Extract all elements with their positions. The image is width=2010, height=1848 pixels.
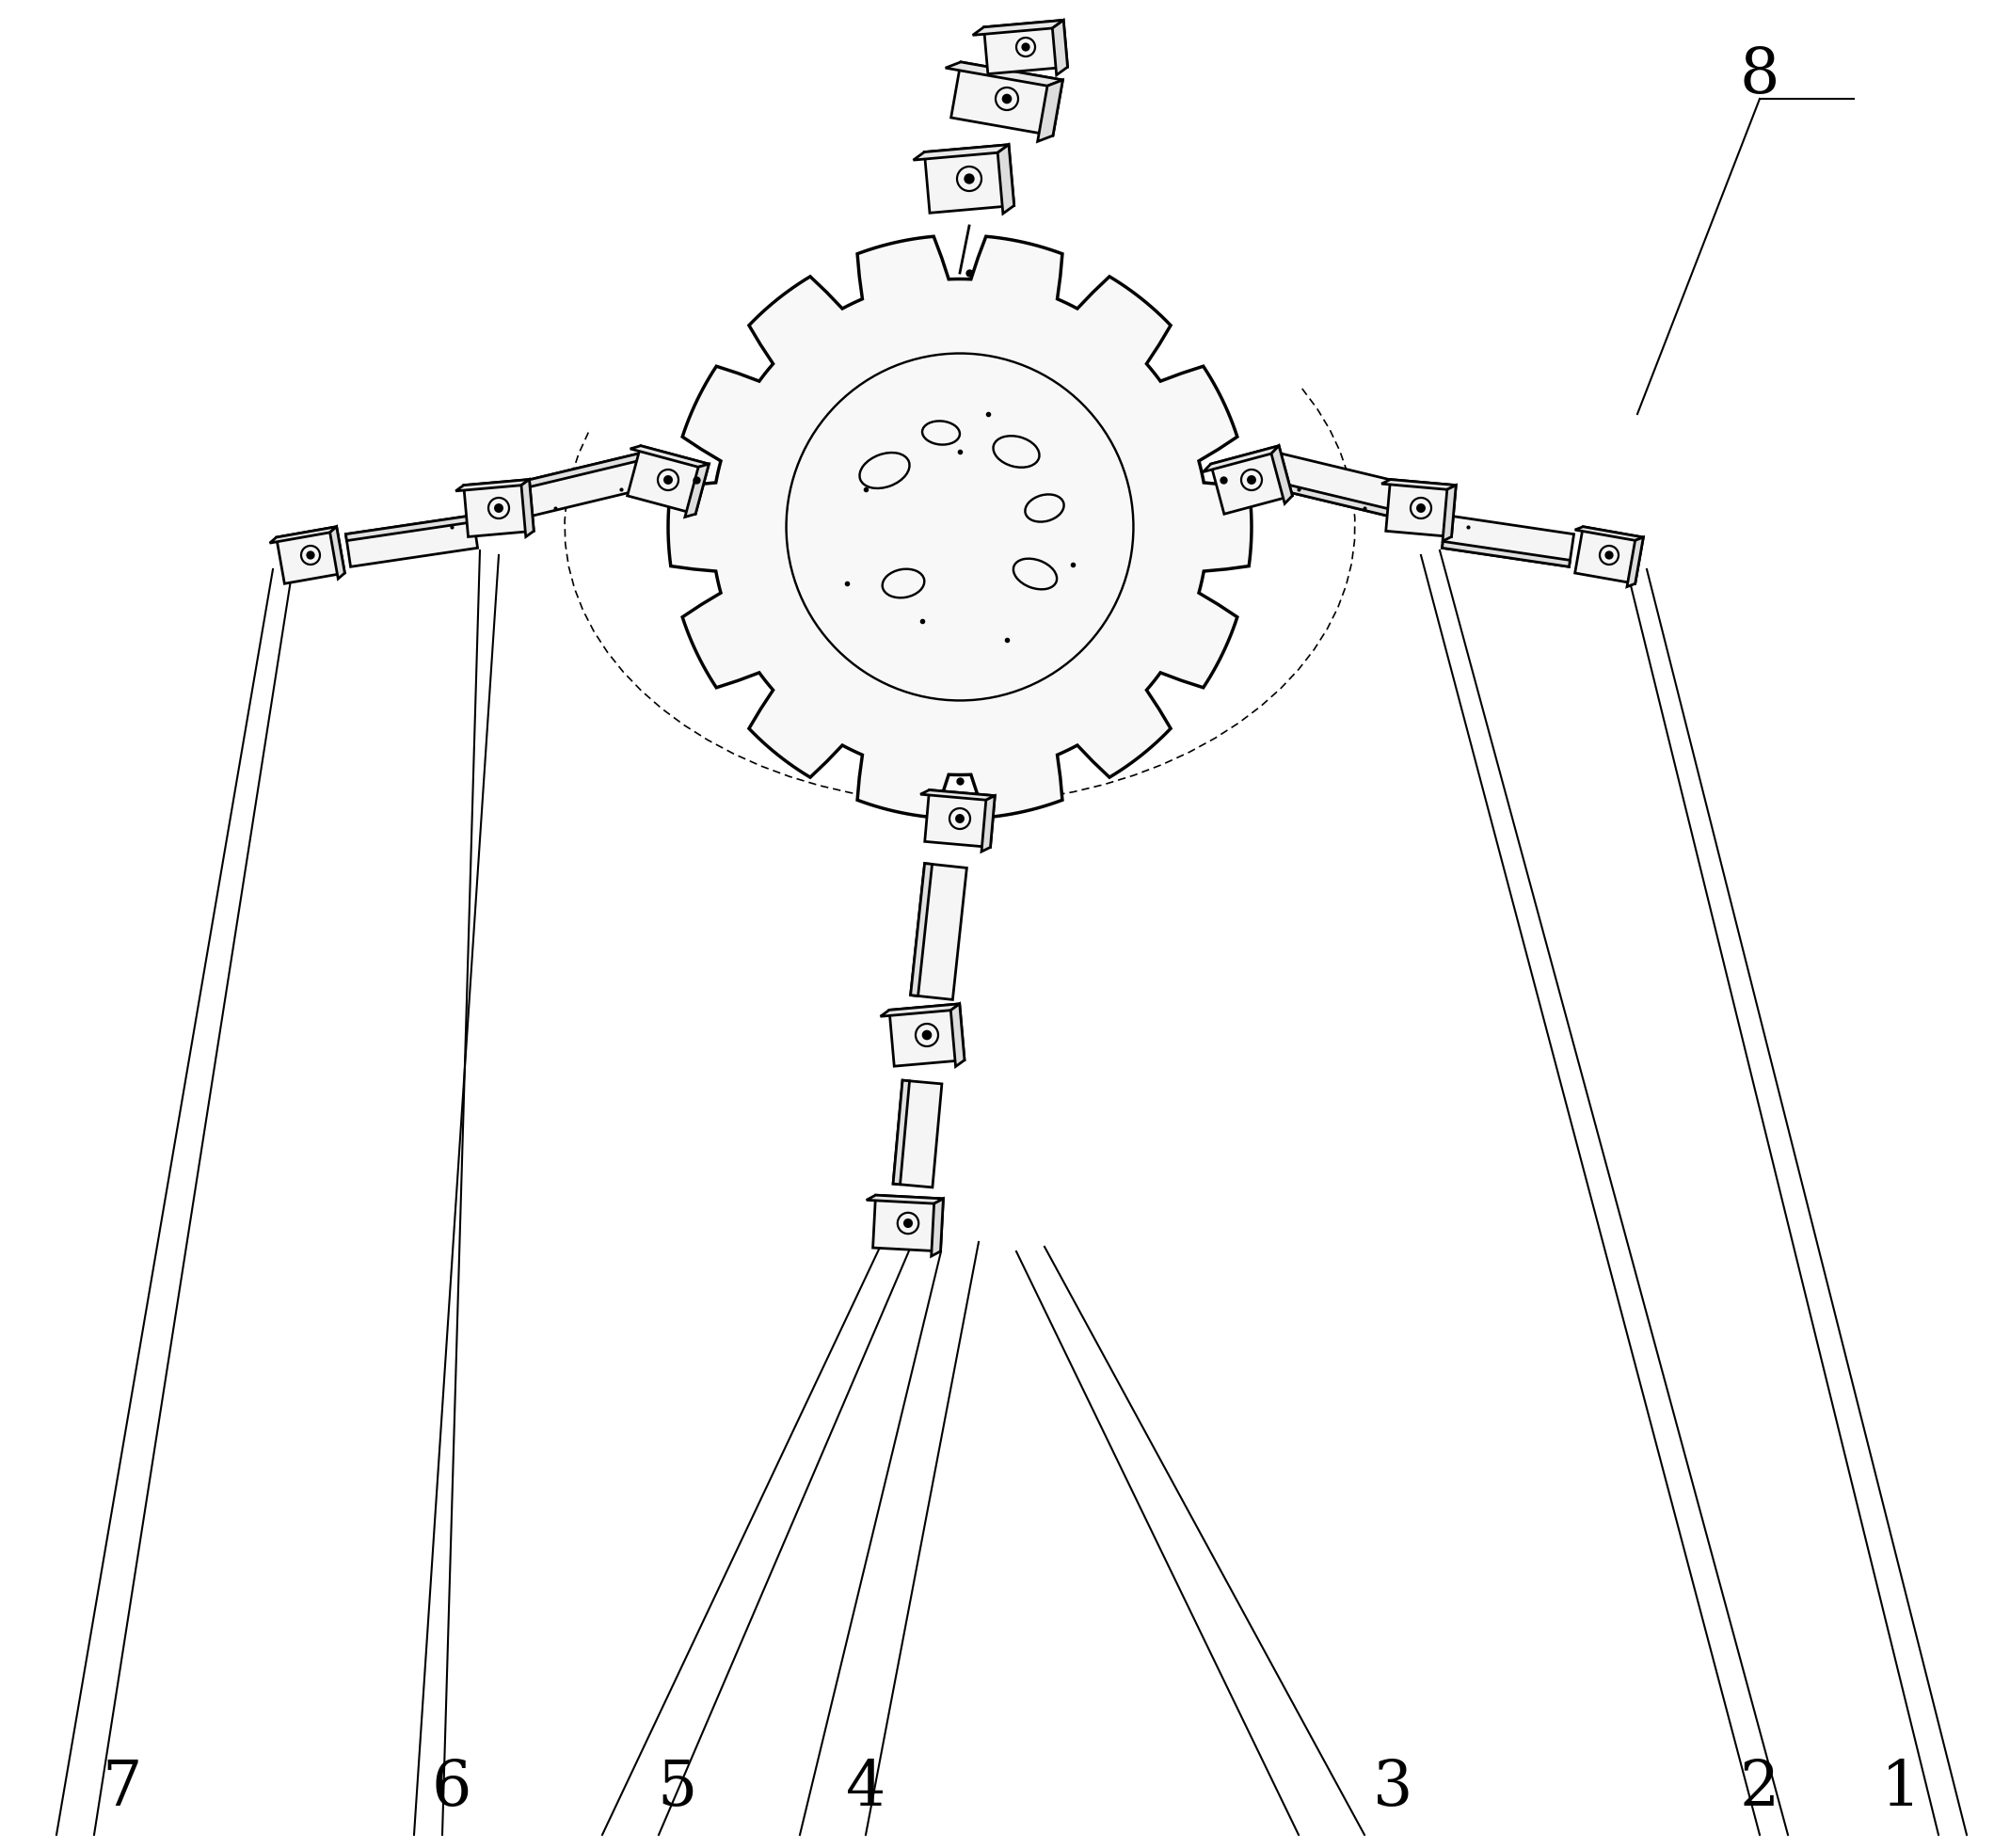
Polygon shape	[1441, 541, 1570, 567]
Polygon shape	[685, 464, 710, 517]
Polygon shape	[1443, 486, 1455, 541]
Polygon shape	[523, 453, 649, 516]
Circle shape	[1023, 44, 1029, 50]
Polygon shape	[892, 1081, 943, 1188]
Circle shape	[957, 815, 963, 822]
Polygon shape	[464, 479, 535, 536]
Polygon shape	[921, 789, 995, 800]
Polygon shape	[925, 144, 1015, 213]
Polygon shape	[951, 63, 1063, 135]
Polygon shape	[1204, 445, 1278, 471]
Polygon shape	[945, 63, 1063, 85]
Text: 7: 7	[103, 1757, 143, 1818]
Polygon shape	[1381, 479, 1455, 490]
Text: 5: 5	[657, 1757, 697, 1818]
Polygon shape	[1626, 538, 1644, 588]
Polygon shape	[1270, 453, 1397, 516]
Text: 1: 1	[1881, 1757, 1922, 1818]
Polygon shape	[951, 1003, 965, 1066]
Polygon shape	[1210, 445, 1292, 514]
Polygon shape	[456, 479, 529, 492]
Polygon shape	[627, 445, 710, 514]
Polygon shape	[521, 479, 535, 536]
Polygon shape	[269, 527, 336, 543]
Polygon shape	[1576, 527, 1644, 540]
Text: 2: 2	[1741, 1757, 1779, 1818]
Polygon shape	[911, 863, 933, 996]
Polygon shape	[981, 796, 995, 852]
Circle shape	[665, 477, 671, 484]
Circle shape	[923, 1031, 931, 1039]
Polygon shape	[872, 1196, 943, 1251]
Polygon shape	[983, 20, 1067, 74]
Circle shape	[494, 505, 502, 512]
Polygon shape	[911, 863, 967, 1000]
Polygon shape	[523, 453, 641, 488]
Polygon shape	[931, 1199, 943, 1257]
Polygon shape	[866, 1196, 943, 1203]
Polygon shape	[888, 1003, 965, 1066]
Circle shape	[1606, 553, 1612, 558]
Circle shape	[1248, 477, 1254, 484]
Polygon shape	[330, 527, 346, 578]
Text: 3: 3	[1373, 1757, 1413, 1818]
Polygon shape	[1270, 445, 1292, 505]
Polygon shape	[913, 144, 1009, 161]
Circle shape	[1003, 94, 1011, 103]
Circle shape	[965, 174, 973, 183]
Polygon shape	[925, 789, 995, 846]
Circle shape	[905, 1220, 913, 1227]
Circle shape	[1417, 505, 1425, 512]
Polygon shape	[275, 527, 346, 584]
Text: 6: 6	[432, 1757, 472, 1818]
Polygon shape	[1053, 20, 1067, 76]
Circle shape	[308, 553, 314, 558]
Text: 8: 8	[1741, 44, 1779, 105]
Polygon shape	[346, 516, 478, 567]
Polygon shape	[1037, 79, 1063, 142]
Polygon shape	[667, 237, 1252, 817]
Polygon shape	[1576, 527, 1644, 584]
Text: 4: 4	[846, 1757, 886, 1818]
Polygon shape	[892, 1081, 911, 1185]
Polygon shape	[1270, 480, 1391, 516]
Polygon shape	[973, 20, 1063, 35]
Polygon shape	[880, 1003, 959, 1016]
Polygon shape	[346, 516, 474, 541]
Polygon shape	[1441, 516, 1574, 567]
Polygon shape	[1385, 479, 1455, 536]
Polygon shape	[997, 144, 1015, 214]
Polygon shape	[631, 445, 710, 468]
